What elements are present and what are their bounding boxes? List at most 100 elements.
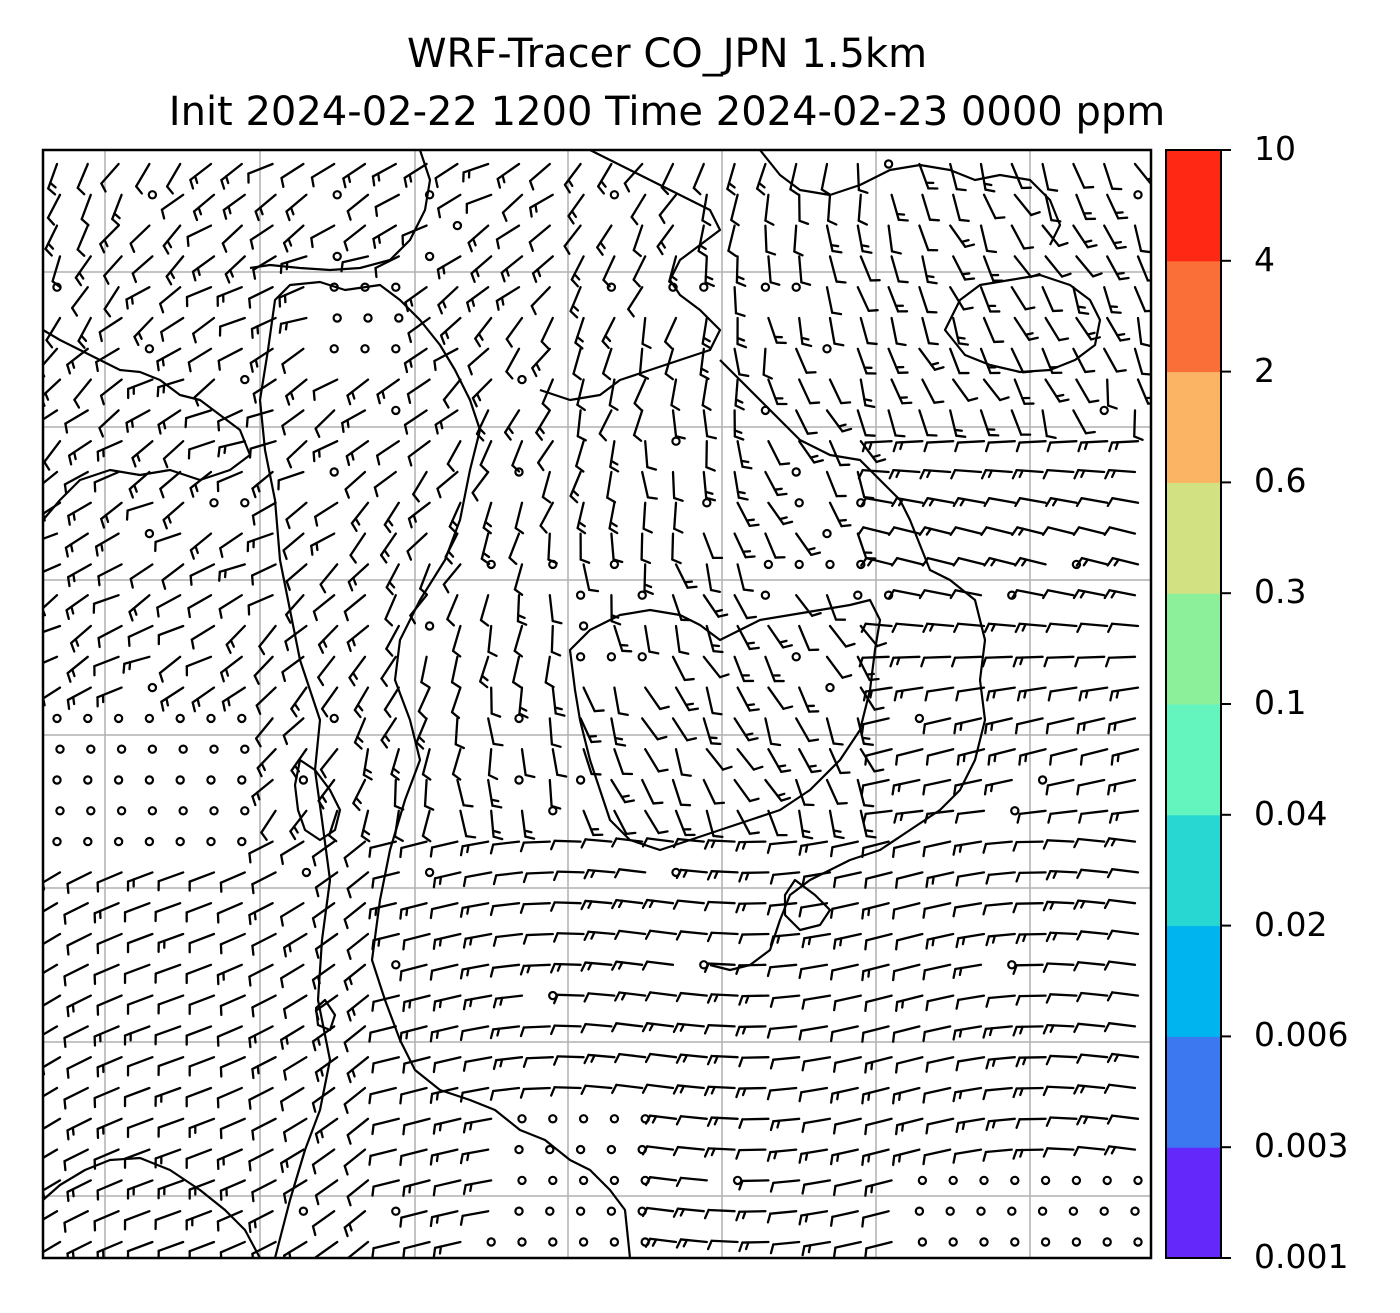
wind-barb <box>522 932 554 945</box>
calm-marker <box>1133 1237 1143 1247</box>
wind-barb <box>891 778 921 796</box>
calm-marker <box>175 713 185 724</box>
wind-barb <box>1073 1145 1106 1157</box>
wind-barb <box>103 255 123 285</box>
wind-barb <box>219 932 246 955</box>
wind-barb <box>1047 809 1078 824</box>
wind-barb <box>451 748 462 781</box>
calm-marker <box>1010 1237 1020 1247</box>
wind-barb <box>1072 347 1096 374</box>
wind-barb <box>1010 347 1034 374</box>
wind-barb <box>859 255 881 282</box>
wind-barb <box>432 994 462 1012</box>
wind-barb <box>1072 409 1096 435</box>
calm-marker <box>1133 190 1143 200</box>
wind-barb <box>154 1210 182 1231</box>
wind-barb <box>1076 930 1109 941</box>
wind-barb <box>641 1022 675 1033</box>
wind-barb <box>859 440 887 464</box>
wind-barb <box>314 871 339 898</box>
wind-barb <box>1041 589 1075 600</box>
wind-barb <box>1109 686 1140 702</box>
wind-barb <box>862 686 893 702</box>
wind-barb <box>1073 1084 1106 1095</box>
wind-barb <box>1106 193 1129 220</box>
wind-barb <box>1014 622 1047 633</box>
wind-barb <box>254 717 274 748</box>
wind-barb <box>580 961 613 972</box>
wind-barb <box>764 655 785 683</box>
wind-barb <box>641 960 675 971</box>
wind-barb <box>736 316 748 349</box>
wind-barb <box>1133 347 1151 376</box>
wind-barb <box>541 378 554 411</box>
wind-barb <box>641 1206 675 1218</box>
wind-barb <box>736 748 764 771</box>
wind-barb <box>487 748 499 781</box>
wind-barb <box>1106 868 1140 879</box>
wind-barb <box>311 840 336 867</box>
wind-barb <box>892 902 921 920</box>
wind-barb <box>764 717 782 747</box>
wind-barb <box>314 1056 339 1083</box>
wind-barb <box>769 871 801 885</box>
wind-barb <box>154 1025 182 1046</box>
wind-barb <box>767 255 781 286</box>
wind-barb <box>735 1148 767 1160</box>
wind-barb <box>953 717 983 735</box>
wind-barb <box>862 809 893 824</box>
wind-barb <box>733 286 746 318</box>
calm-marker <box>514 1206 524 1216</box>
wind-barb <box>289 809 308 841</box>
calm-marker <box>514 467 524 477</box>
wind-barb <box>311 1025 336 1052</box>
wind-barb <box>489 1025 521 1040</box>
wind-barb <box>98 316 123 343</box>
wind-barb <box>459 809 477 839</box>
wind-barb <box>1075 556 1109 567</box>
wind-barb <box>672 1207 705 1218</box>
wind-barb <box>606 470 617 504</box>
colorbar-tick-label: 0.3 <box>1254 572 1307 612</box>
calm-marker <box>329 467 339 477</box>
calm-marker <box>332 190 342 200</box>
calm-marker <box>394 313 404 323</box>
calm-marker <box>791 652 801 662</box>
wind-barb <box>216 470 243 493</box>
wind-barb <box>537 440 554 472</box>
wind-barb <box>98 409 120 438</box>
wind-barb <box>832 1117 862 1135</box>
wind-barb <box>702 717 722 746</box>
wind-barb <box>1014 717 1044 735</box>
wind-barb <box>738 932 770 945</box>
wind-barb <box>160 193 185 220</box>
wind-barb <box>832 1056 862 1073</box>
wind-barb <box>1044 255 1072 278</box>
wind-barb <box>492 994 524 1009</box>
colorbar <box>1165 149 1231 1259</box>
wind-barb <box>511 440 524 473</box>
wind-barb <box>923 440 955 453</box>
wind-barb <box>733 409 745 441</box>
wind-barb <box>548 717 562 748</box>
wind-barb <box>766 1148 798 1162</box>
wind-barb <box>402 1240 431 1258</box>
wind-barb <box>730 193 740 227</box>
wind-barb <box>374 255 400 279</box>
wind-barb <box>64 409 89 434</box>
wind-barb <box>569 470 582 504</box>
wind-barb <box>671 594 692 622</box>
wind-barb <box>801 1240 832 1257</box>
calm-marker <box>732 1175 743 1186</box>
wind-barb <box>979 286 1001 313</box>
wind-barb <box>859 686 885 711</box>
calm-marker <box>578 1114 589 1124</box>
wind-barb <box>828 255 847 284</box>
wind-barb <box>832 932 862 950</box>
wind-barb <box>63 1025 89 1049</box>
wind-barb <box>43 1148 59 1160</box>
wind-barb <box>187 594 213 619</box>
wind-barb <box>459 1025 490 1042</box>
calm-marker <box>178 744 188 754</box>
wind-barb <box>1044 193 1062 223</box>
